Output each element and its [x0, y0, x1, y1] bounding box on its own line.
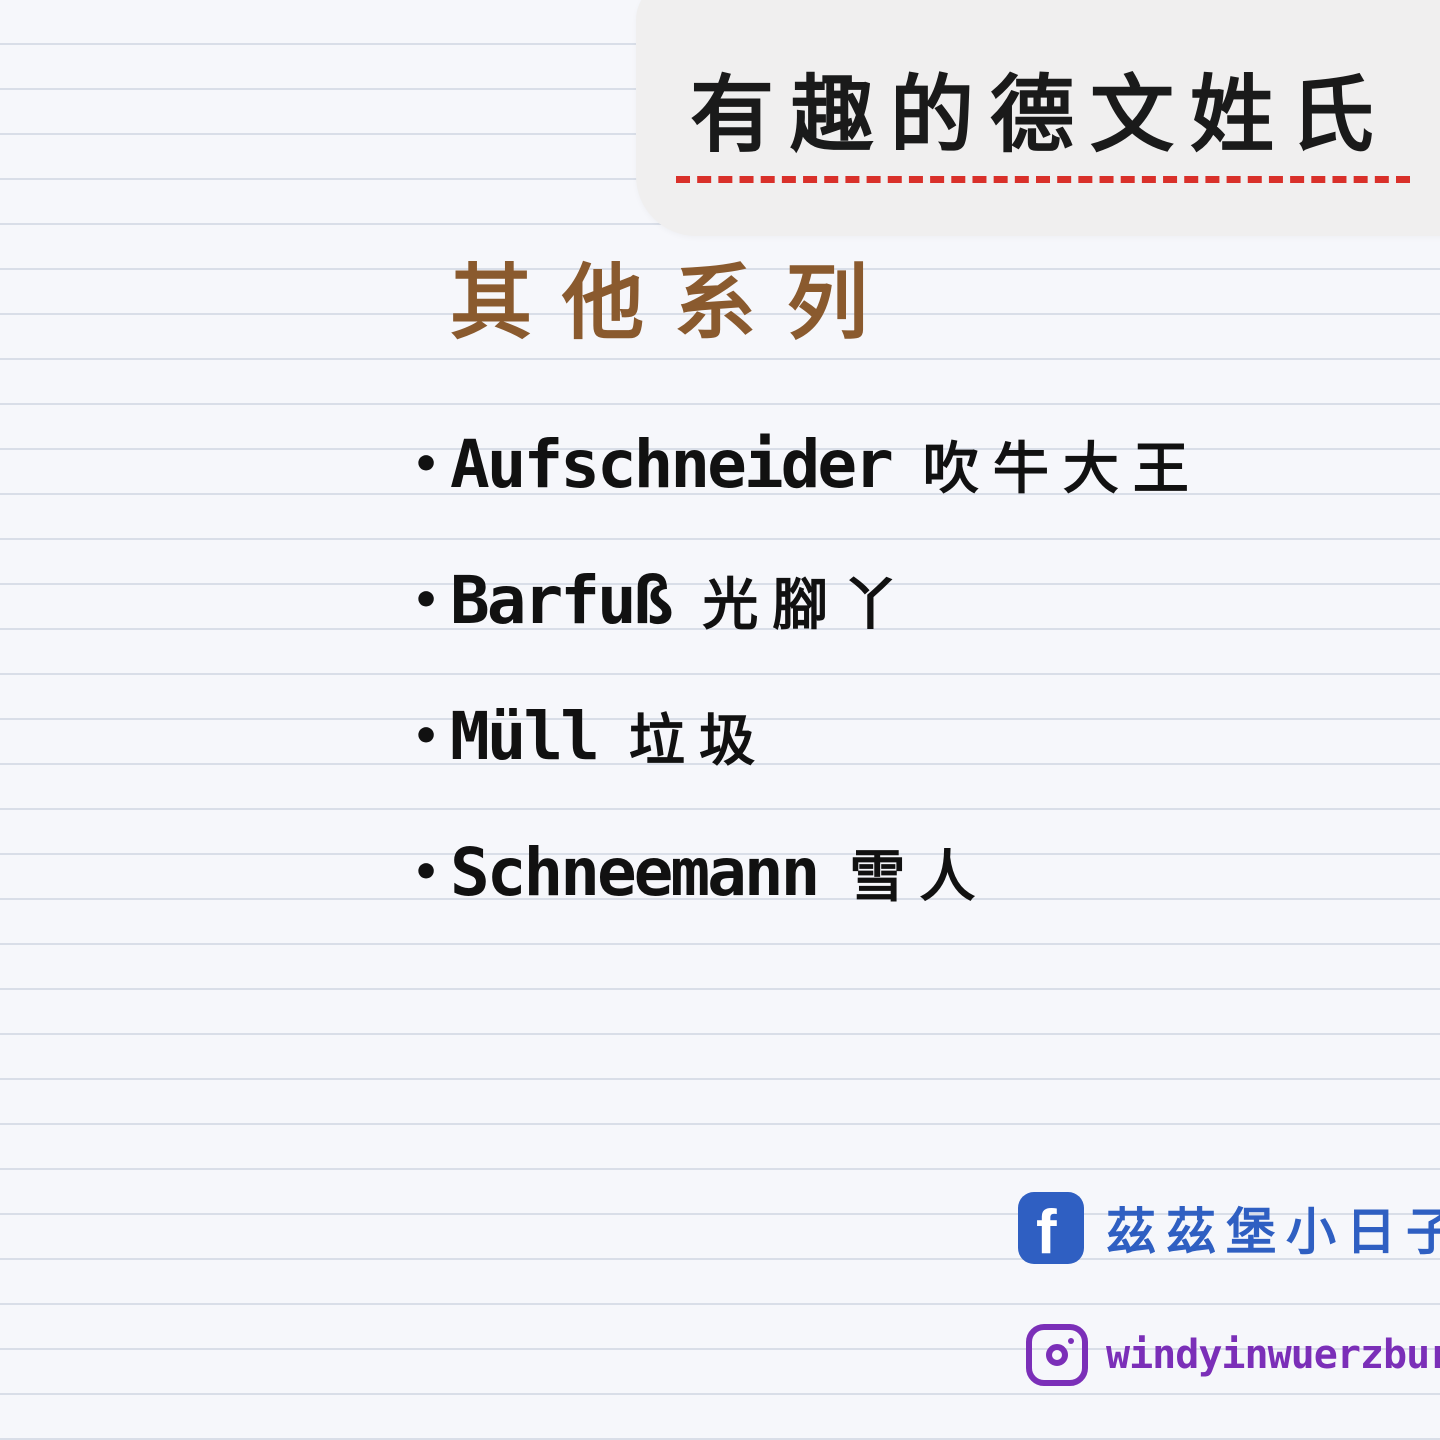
- title-dashed-underline: [676, 176, 1410, 183]
- instagram-flash-dot: [1068, 1338, 1074, 1344]
- chinese-meaning: 吹牛大王: [922, 436, 1203, 502]
- list-item: • Barfuß 光腳丫: [412, 532, 1203, 668]
- chinese-meaning: 垃圾: [628, 708, 769, 774]
- instagram-lens: [1046, 1344, 1068, 1366]
- chinese-meaning: 光腳丫: [702, 572, 913, 638]
- german-surname: Aufschneider: [450, 425, 894, 503]
- instagram-icon: [1026, 1324, 1088, 1386]
- list-item: • Aufschneider 吹牛大王: [412, 396, 1203, 532]
- bullet: •: [412, 846, 441, 898]
- list-item: • Müll 垃圾: [412, 668, 1203, 804]
- instagram-link[interactable]: windyinwuerzburg: [1026, 1324, 1440, 1386]
- facebook-page-name: 茲茲堡小日子: [1106, 1203, 1440, 1261]
- german-surname: Barfuß: [450, 561, 673, 639]
- bullet: •: [412, 710, 441, 762]
- bullet: •: [412, 574, 441, 626]
- facebook-icon: f: [1018, 1192, 1084, 1267]
- facebook-link[interactable]: f 茲茲堡小日子: [1018, 1192, 1440, 1267]
- title-banner: [636, 0, 1440, 236]
- german-surname: Schneemann: [450, 833, 820, 911]
- list-item: • Schneemann 雪人: [412, 804, 1203, 940]
- facebook-f-glyph: f: [1036, 1198, 1057, 1267]
- german-surname: Müll: [450, 697, 600, 775]
- section-subtitle: 其他系列: [450, 256, 899, 351]
- bullet: •: [412, 438, 441, 490]
- instagram-handle: windyinwuerzburg: [1106, 1332, 1440, 1378]
- surname-list: • Aufschneider 吹牛大王 • Barfuß 光腳丫 • Müll …: [412, 396, 1203, 940]
- chinese-meaning: 雪人: [849, 844, 990, 910]
- page-title: 有趣的德文姓氏: [690, 66, 1391, 164]
